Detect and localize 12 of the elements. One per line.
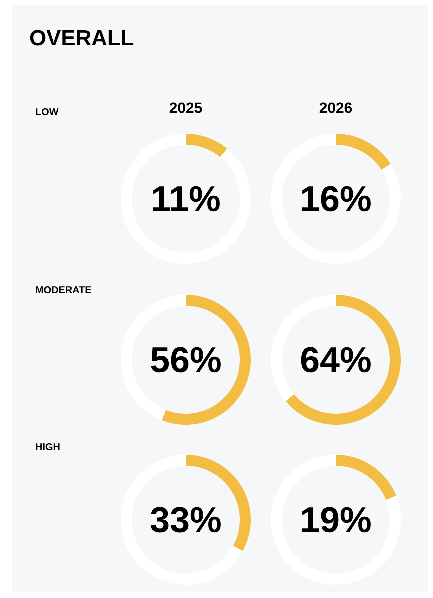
text: HIGH (36, 443, 60, 451)
text: 56% (151, 347, 221, 373)
text: 33% (150, 507, 221, 533)
text: 2026 (320, 102, 352, 114)
text: OVERALL (30, 30, 134, 46)
text: 11% (153, 186, 220, 212)
text: 19% (302, 507, 371, 533)
text: 2025 (170, 102, 202, 114)
text: MODERATE (36, 286, 92, 294)
text: 64% (301, 347, 371, 373)
text: 16% (302, 186, 371, 212)
text: LOW (36, 108, 59, 116)
